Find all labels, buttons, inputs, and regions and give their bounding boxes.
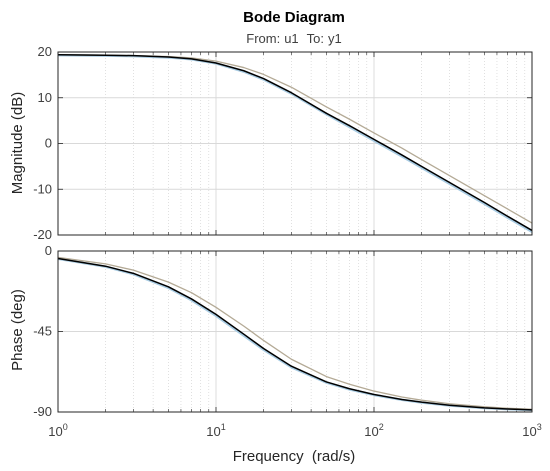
phase-y-tick-label: -90	[33, 404, 52, 419]
magnitude-panel: 20 10 0 -10 -20	[33, 44, 533, 242]
magnitude-y-tick-label: -20	[33, 227, 52, 242]
magnitude-series-line-1	[57, 54, 533, 232]
magnitude-y-tick-label: 20	[38, 44, 52, 59]
magnitude-y-tick-label: -10	[33, 181, 52, 196]
frequency-x-tick-label: 101	[206, 422, 225, 439]
subtitle-to-label: To:	[307, 31, 324, 46]
magnitude-axis-label: Magnitude (dB)	[9, 92, 26, 195]
subtitle-to-value: y1	[328, 31, 342, 46]
frequency-x-tick-label: 102	[364, 422, 383, 439]
phase-series-line-1	[57, 257, 533, 411]
phase-axis-label: Phase (deg)	[9, 289, 26, 371]
frequency-x-tick-label: 103	[522, 422, 541, 439]
frequency-axis-label: Frequency (rad/s)	[233, 448, 356, 465]
magnitude-axes-box	[57, 51, 533, 236]
magnitude-y-tick-label: 0	[45, 136, 52, 151]
phase-y-tick-label: 0	[45, 243, 52, 258]
chart-subtitle: From: u1 To: y1	[246, 31, 342, 46]
chart-title: Bode Diagram	[243, 9, 345, 26]
phase-series-line-2	[57, 256, 533, 410]
subtitle-from-value: u1	[284, 31, 298, 46]
frequency-x-tick-label: 100	[48, 422, 67, 439]
phase-y-tick-label: -45	[33, 324, 52, 339]
phase-axes-box	[57, 250, 533, 413]
subtitle-from-label: From:	[246, 31, 280, 46]
magnitude-y-tick-label: 10	[38, 90, 52, 105]
phase-panel: 0 -45 -90 100 101 102 103	[33, 243, 542, 439]
